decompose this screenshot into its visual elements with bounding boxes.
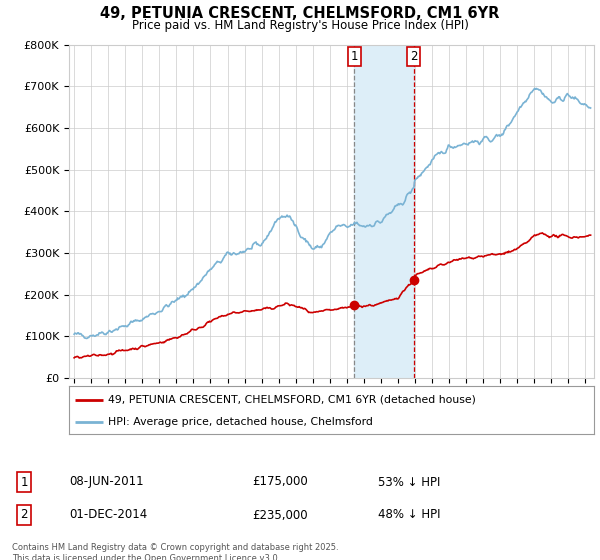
Text: 2: 2 [410, 50, 418, 63]
Text: 48% ↓ HPI: 48% ↓ HPI [378, 508, 440, 521]
Text: 08-JUN-2011: 08-JUN-2011 [69, 475, 143, 488]
Text: 53% ↓ HPI: 53% ↓ HPI [378, 475, 440, 488]
Text: 01-DEC-2014: 01-DEC-2014 [69, 508, 147, 521]
Text: £235,000: £235,000 [252, 508, 308, 521]
Text: 1: 1 [350, 50, 358, 63]
Text: Price paid vs. HM Land Registry's House Price Index (HPI): Price paid vs. HM Land Registry's House … [131, 19, 469, 32]
Text: 1: 1 [20, 475, 28, 488]
Text: 2: 2 [20, 508, 28, 521]
Text: 49, PETUNIA CRESCENT, CHELMSFORD, CM1 6YR (detached house): 49, PETUNIA CRESCENT, CHELMSFORD, CM1 6Y… [109, 395, 476, 405]
Text: 49, PETUNIA CRESCENT, CHELMSFORD, CM1 6YR: 49, PETUNIA CRESCENT, CHELMSFORD, CM1 6Y… [100, 6, 500, 21]
Text: Contains HM Land Registry data © Crown copyright and database right 2025.
This d: Contains HM Land Registry data © Crown c… [12, 543, 338, 560]
Text: £175,000: £175,000 [252, 475, 308, 488]
Text: HPI: Average price, detached house, Chelmsford: HPI: Average price, detached house, Chel… [109, 417, 373, 427]
Bar [355, 45, 413, 378]
